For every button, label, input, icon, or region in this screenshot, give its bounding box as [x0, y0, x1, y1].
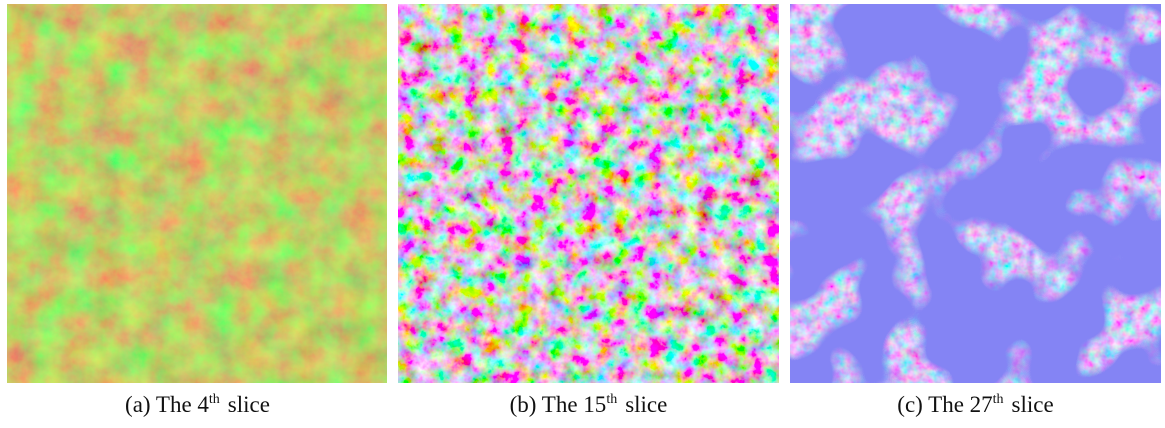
texture-image [398, 4, 779, 383]
caption-text: slice [228, 392, 270, 417]
caption-superscript: th [993, 392, 1004, 407]
caption-text: (b) The 15 [510, 392, 607, 417]
texture-image [790, 4, 1161, 383]
panel [398, 4, 779, 383]
caption-text: (c) The 27 [897, 392, 992, 417]
caption-text: slice [1012, 392, 1054, 417]
panel [790, 4, 1165, 383]
figure: (a) The 4thslice (b) The 15thslice (c) T… [0, 0, 1165, 428]
texture-image [7, 4, 387, 383]
panel [7, 4, 388, 383]
caption-superscript: th [209, 392, 220, 407]
caption-text: slice [625, 392, 667, 417]
caption-text: (a) The 4 [125, 392, 209, 417]
caption-superscript: th [606, 392, 617, 407]
